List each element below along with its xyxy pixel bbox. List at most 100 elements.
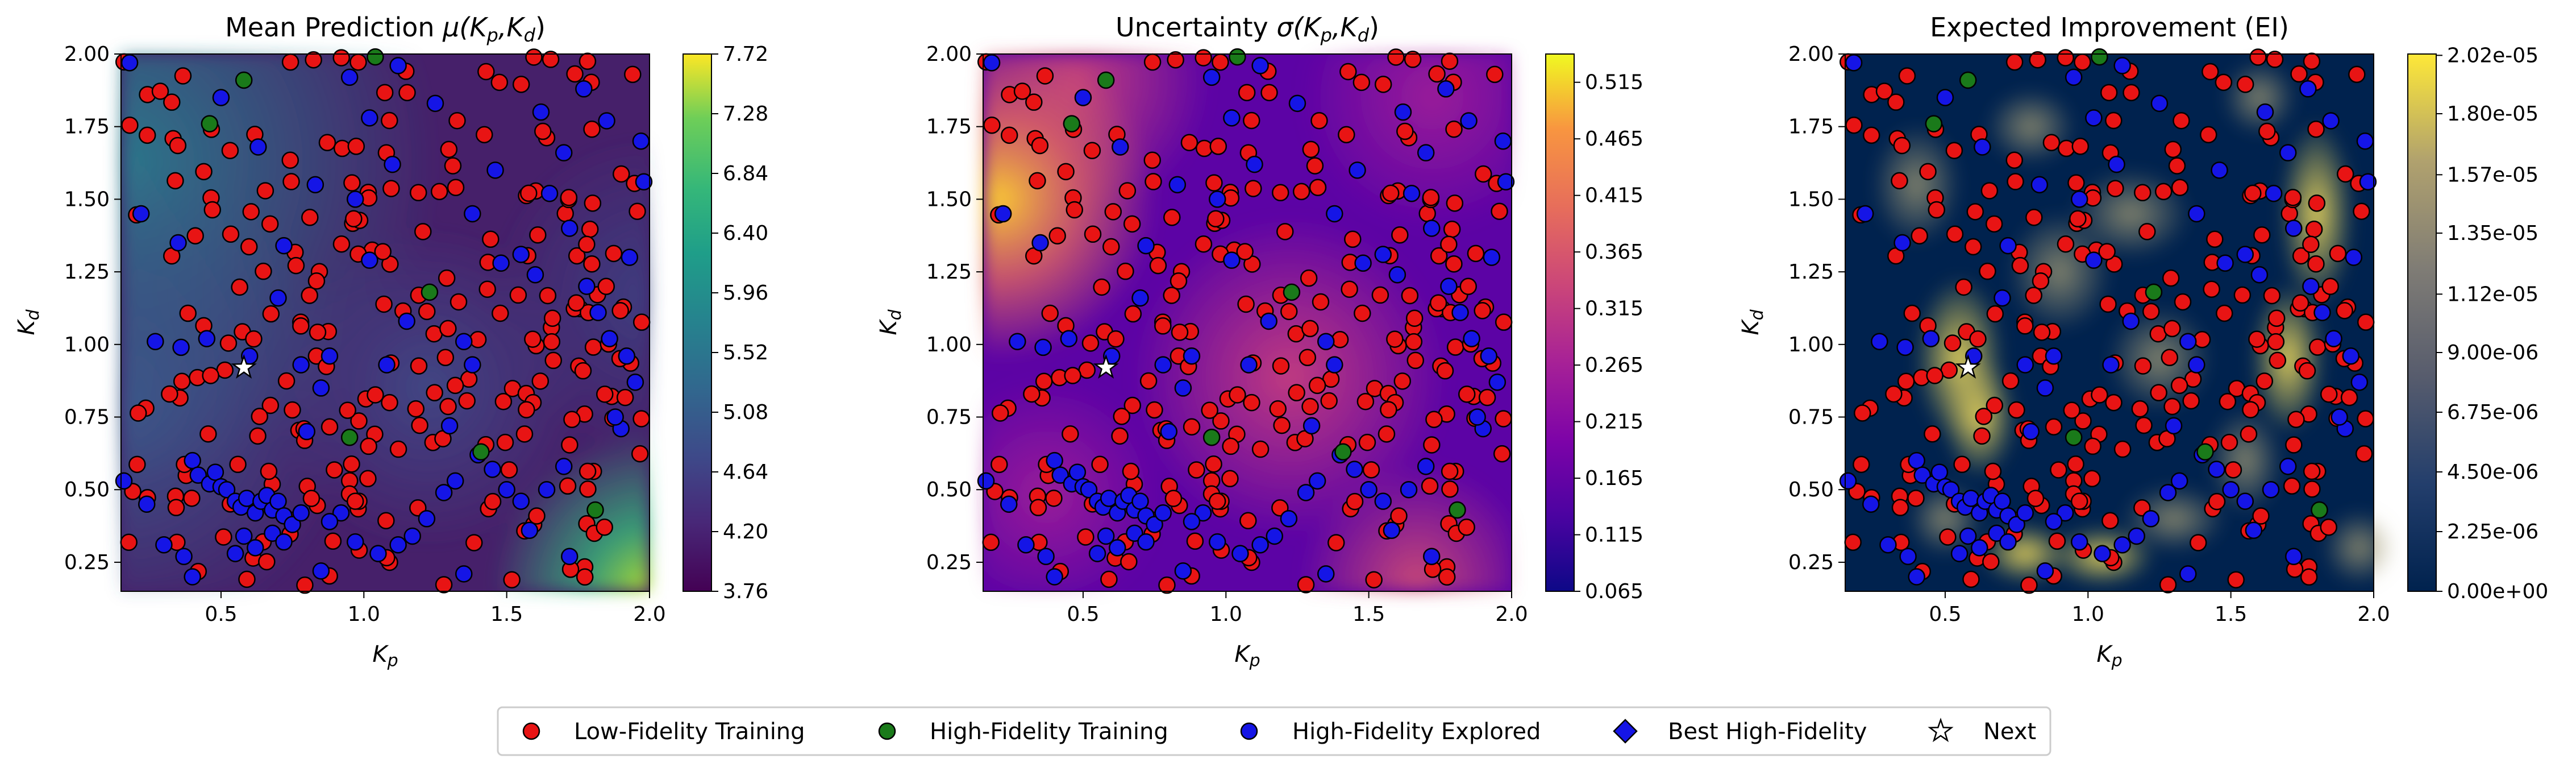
low-fidelity-point	[2291, 294, 2309, 312]
high-fidelity-explored-point	[2279, 144, 2297, 161]
low-fidelity-point	[2025, 287, 2042, 304]
high-fidelity-explored-point	[1037, 548, 1055, 565]
low-fidelity-point	[231, 278, 248, 296]
x-tick-label: 1.5	[490, 603, 523, 626]
high-fidelity-training-point	[1063, 115, 1081, 132]
low-fidelity-point	[2244, 184, 2262, 202]
low-fidelity-point	[1425, 411, 1443, 429]
high-fidelity-explored-point	[1060, 330, 1078, 347]
colorbar-tick-label: 2.02e-05	[2447, 44, 2538, 67]
low-fidelity-point	[2029, 51, 2046, 69]
high-fidelity-explored-point	[264, 524, 281, 542]
scatter-points	[1839, 48, 2377, 594]
low-fidelity-point	[2026, 490, 2045, 507]
colorbar-tick-label: 4.50e-06	[2447, 461, 2538, 484]
low-fidelity-point	[411, 416, 428, 434]
low-fidelity-point	[2033, 324, 2051, 341]
low-fidelity-point	[438, 269, 456, 287]
high-fidelity-explored-point	[238, 490, 256, 507]
low-fidelity-point	[1346, 492, 1364, 511]
high-fidelity-explored-point	[1908, 568, 1925, 586]
mean-prediction-panel: Mean Prediction μ(Kp,Kd) 0.5 1.0 1.5 2.0 0.2…	[14, 12, 768, 671]
low-fidelity-point	[1396, 122, 1414, 140]
low-fidelity-point	[1331, 330, 1349, 349]
low-fidelity-point	[2255, 372, 2274, 390]
high-fidelity-explored-point	[601, 330, 618, 347]
low-fidelity-point	[1429, 294, 1447, 312]
high-fidelity-explored-point	[994, 205, 1012, 223]
high-fidelity-training-point	[472, 443, 490, 461]
low-fidelity-point	[1430, 247, 1448, 265]
high-fidelity-explored-point	[2265, 184, 2283, 202]
high-fidelity-explored-point	[298, 422, 316, 441]
high-fidelity-explored-point	[2056, 504, 2074, 522]
high-fidelity-training-point	[1959, 71, 1977, 89]
low-fidelity-point	[543, 333, 561, 351]
low-fidelity-point	[1422, 189, 1440, 206]
low-fidelity-point	[2320, 385, 2338, 403]
high-fidelity-explored-point	[1251, 536, 1269, 554]
low-fidelity-point	[1041, 304, 1059, 322]
low-fidelity-point	[2336, 302, 2353, 320]
high-fidelity-explored-point	[2188, 205, 2205, 223]
high-fidelity-explored-point	[115, 472, 133, 490]
low-fidelity-point	[1423, 436, 1441, 454]
high-fidelity-explored-point	[1403, 184, 1421, 202]
low-fidelity-point	[367, 386, 384, 404]
low-fidelity-point	[2163, 320, 2181, 338]
high-fidelity-explored-point	[369, 545, 387, 562]
low-fidelity-point	[2307, 120, 2325, 138]
low-fidelity-point	[1195, 49, 1212, 67]
low-fidelity-point	[624, 65, 642, 84]
low-fidelity-point	[1123, 396, 1142, 414]
high-fidelity-explored-point	[560, 548, 579, 565]
legend-item-high-fidelity-training: High-Fidelity Training	[878, 719, 1168, 745]
low-fidelity-point	[2219, 392, 2237, 411]
low-fidelity-point	[2303, 462, 2321, 480]
low-fidelity-point	[1048, 227, 1066, 244]
low-fidelity-point	[1362, 461, 1380, 479]
colorbar-tick-label: 4.64	[723, 461, 768, 484]
low-fidelity-point	[1205, 174, 1223, 192]
high-fidelity-explored-point	[2208, 461, 2225, 478]
high-fidelity-explored-point	[1942, 480, 1960, 499]
low-fidelity-point	[1371, 286, 1389, 304]
low-fidelity-point	[163, 93, 181, 111]
colorbar-tick-label: 3.76	[723, 580, 768, 603]
low-fidelity-point	[2267, 333, 2285, 351]
low-fidelity-point	[563, 411, 581, 429]
high-fidelity-explored-point	[2245, 521, 2263, 539]
low-fidelity-point	[1980, 182, 1999, 200]
y-tick-label: 0.25	[64, 551, 110, 574]
high-fidelity-explored-point	[1280, 510, 1298, 528]
low-fidelity-point	[477, 63, 495, 81]
legend-item-high-fidelity-explored: High-Fidelity Explored	[1240, 719, 1541, 745]
low-fidelity-point	[1195, 235, 1213, 253]
low-fidelity-point	[2057, 235, 2075, 253]
high-fidelity-explored-point	[184, 451, 201, 470]
low-fidelity-point	[1139, 372, 1158, 390]
low-fidelity-point	[1495, 313, 1513, 331]
low-fidelity-point	[1975, 408, 1993, 425]
low-fidelity-point	[1186, 532, 1204, 550]
low-fidelity-point	[632, 410, 650, 428]
x-axis-label: Kp	[2096, 641, 2122, 671]
high-fidelity-explored-point	[1349, 161, 1366, 179]
low-fidelity-point	[1406, 351, 1425, 370]
high-fidelity-explored-point	[2359, 173, 2377, 191]
low-fidelity-point	[2134, 357, 2152, 375]
low-fidelity-point	[1986, 396, 2004, 414]
y-tick-label: 1.00	[926, 333, 972, 356]
high-fidelity-explored-point	[403, 527, 422, 545]
high-fidelity-explored-point	[464, 205, 481, 223]
low-fidelity-point	[1953, 455, 1971, 474]
low-fidelity-point	[478, 280, 496, 298]
colorbar-tick-label: 0.215	[1585, 411, 1643, 434]
low-fidelity-point	[2303, 52, 2321, 71]
low-fidelity-point	[579, 52, 597, 71]
low-fidelity-point	[1292, 183, 1310, 201]
low-fidelity-point	[2100, 84, 2118, 102]
y-tick-label: 0.50	[1788, 478, 1834, 501]
low-fidelity-point	[377, 512, 395, 529]
high-fidelity-explored-point	[1231, 545, 1249, 562]
